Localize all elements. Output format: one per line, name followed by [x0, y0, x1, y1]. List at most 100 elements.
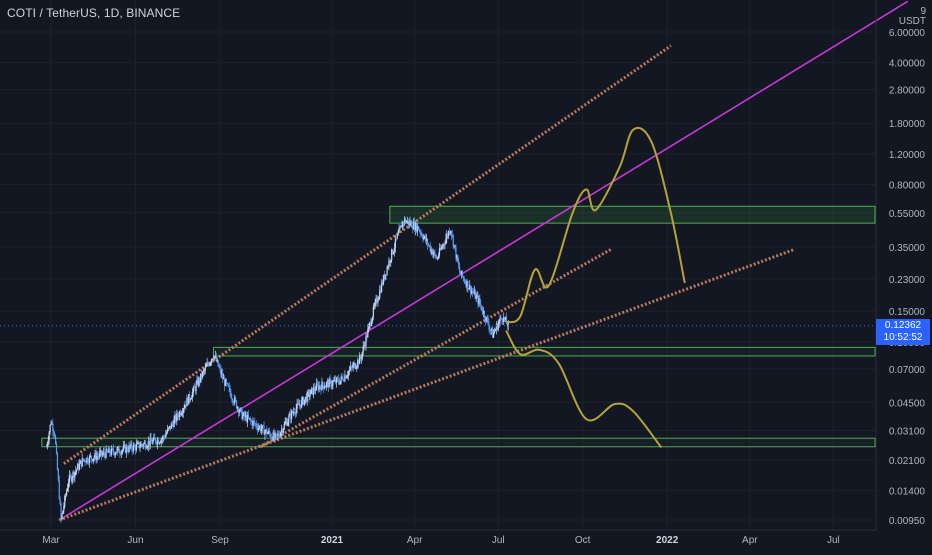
candle-body [74, 472, 76, 478]
candle-body [107, 451, 109, 453]
chart-symbol-title[interactable]: COTI / TetherUS, 1D, BINANCE [7, 6, 181, 20]
candle-body [204, 366, 206, 371]
candle-body [205, 365, 207, 367]
candle-body [169, 425, 171, 429]
candle-body [358, 355, 361, 365]
bar-countdown: 10:52:52 [883, 332, 923, 343]
last-price-value: 0.12362 [884, 320, 922, 331]
candle-body [78, 463, 81, 470]
candle-body [505, 317, 508, 324]
candle-body [484, 318, 486, 322]
candle-body [300, 404, 302, 408]
price-zone[interactable] [41, 437, 876, 448]
candle-body [372, 306, 374, 318]
candle-body [124, 445, 126, 453]
candle-body [441, 246, 443, 248]
candle-body [113, 452, 115, 456]
candle-body [422, 236, 424, 240]
candle-body [111, 448, 113, 455]
candle-body [99, 450, 102, 453]
candle-body [132, 449, 134, 451]
candle-body [278, 433, 280, 436]
dotted-channel-line[interactable] [58, 247, 796, 522]
projection-path[interactable] [505, 126, 686, 324]
candle-body [50, 423, 52, 425]
candle-body [109, 448, 111, 454]
candle-body [263, 425, 265, 435]
candle-body [180, 413, 182, 416]
candle-body [121, 451, 123, 455]
candle-body [380, 289, 382, 293]
candle-body [218, 366, 220, 368]
candle-body [451, 234, 453, 236]
candle-body [266, 429, 268, 435]
candle-body [51, 423, 53, 425]
candle-body [143, 443, 145, 447]
candle-body [452, 235, 454, 246]
price-tick-label: 1.80000 [889, 119, 926, 130]
candle-body [456, 255, 458, 259]
candle-body [195, 383, 197, 391]
candle-body [349, 366, 351, 370]
candle-body [67, 482, 70, 488]
candle-body [70, 475, 72, 482]
candle-body [81, 458, 83, 467]
candle-body [455, 247, 457, 259]
candle-body [100, 450, 103, 456]
candle-body [341, 376, 343, 378]
candle-body [257, 427, 260, 430]
projection-paths [505, 126, 686, 448]
candle-body [323, 385, 325, 389]
candle-body [380, 282, 383, 293]
candle-body [298, 403, 300, 406]
candle-body [425, 238, 428, 241]
candle-body [249, 417, 251, 421]
candle-body [257, 427, 259, 430]
candle-body [285, 421, 287, 423]
channel-trend-line[interactable] [58, 0, 909, 521]
candle-body [63, 506, 65, 511]
candle-body [219, 367, 221, 369]
candle-body [480, 303, 482, 306]
candle-body [145, 447, 148, 449]
candle-body [393, 247, 396, 252]
candle-body [313, 387, 315, 395]
candle-body [311, 387, 313, 390]
projection-path[interactable] [505, 330, 662, 448]
candle-body [64, 496, 66, 507]
candle-body [357, 360, 359, 367]
candle-body [423, 237, 425, 240]
candle-body [131, 443, 133, 450]
candle-body [156, 442, 158, 445]
price-tick-label: 0.03100 [889, 426, 926, 437]
candle-body [66, 487, 69, 491]
candle-body [316, 383, 318, 385]
candle-body [433, 251, 435, 254]
candle-body [369, 322, 371, 326]
candle-body [192, 386, 194, 393]
candle-body [69, 475, 71, 476]
candle-body [446, 234, 448, 239]
candle-body [49, 424, 51, 433]
price-tick-label: 0.35000 [889, 243, 926, 254]
candle-body [413, 222, 415, 230]
candle-body [95, 452, 97, 460]
candle-body [367, 329, 369, 338]
candle-body [378, 297, 380, 301]
candle-body [337, 378, 340, 383]
candle-body [463, 278, 465, 282]
candle-body [193, 386, 195, 388]
candle-body [346, 376, 348, 379]
price-zone[interactable] [389, 205, 876, 224]
candle-body [387, 266, 389, 268]
dotted-channel-line[interactable] [259, 247, 612, 449]
candle-body [160, 439, 162, 443]
candle-body [438, 248, 441, 256]
candle-body [108, 448, 110, 453]
candle-body [449, 231, 452, 234]
candle-body [208, 364, 210, 366]
candle-body [151, 441, 153, 444]
dotted-channel-line[interactable] [63, 44, 672, 465]
